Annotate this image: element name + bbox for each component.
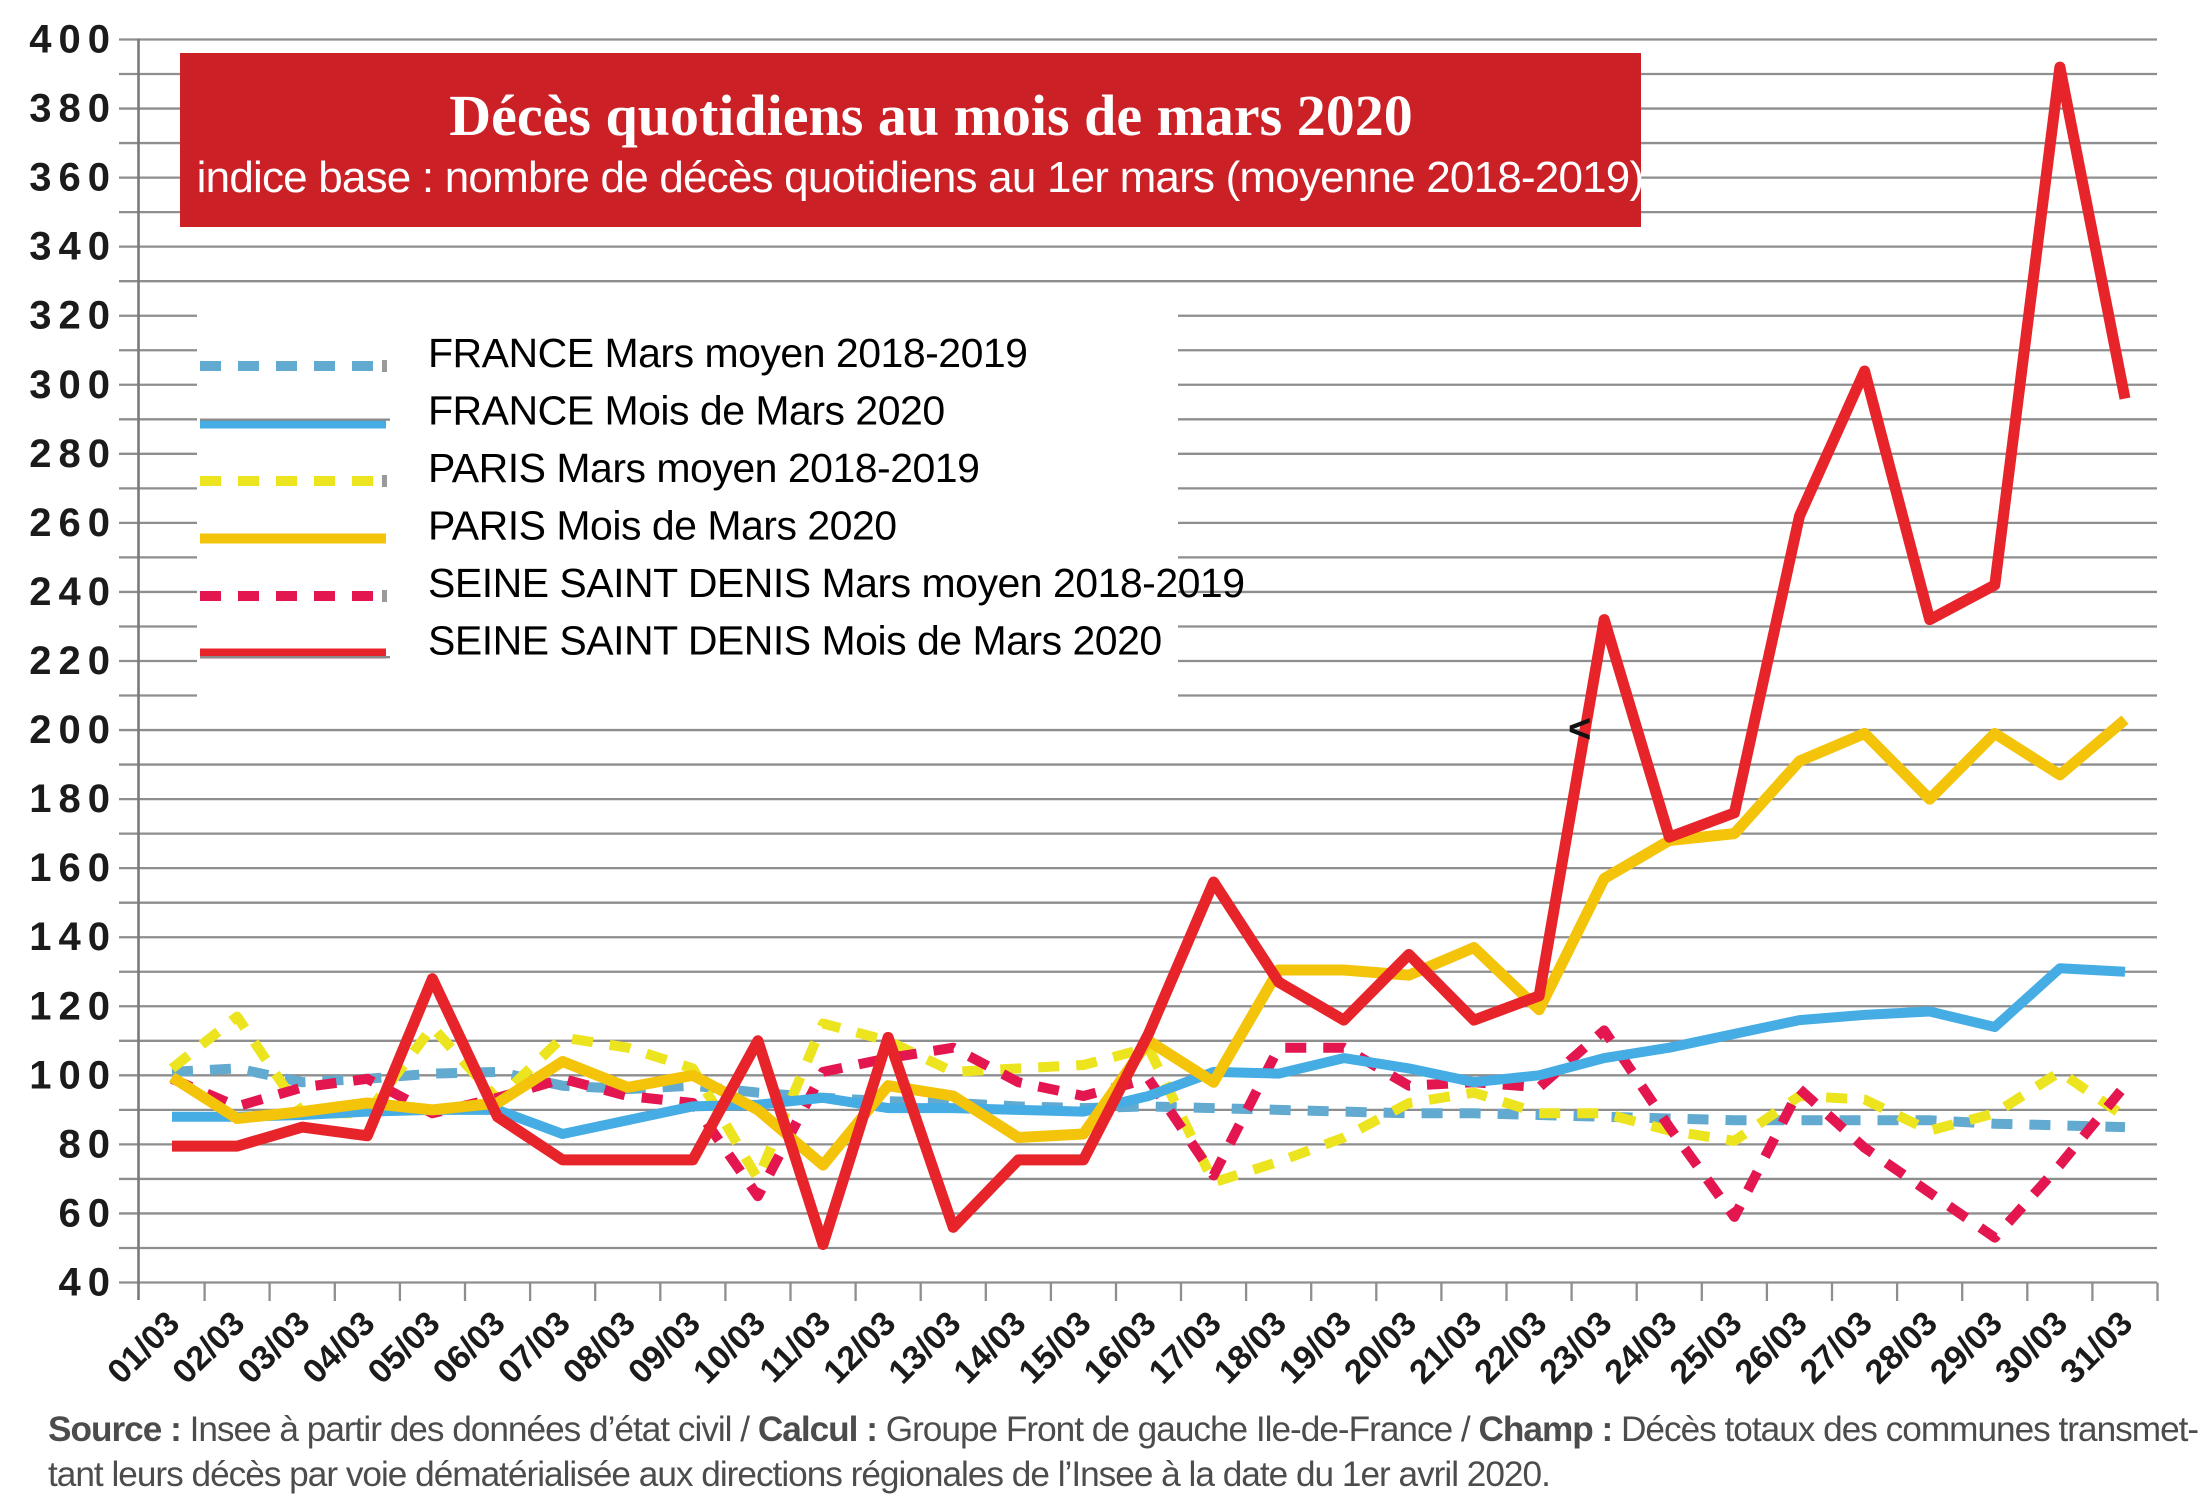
- svg-text:40: 40: [59, 1261, 118, 1305]
- svg-text:FRANCE Mois de Mars 2020: FRANCE Mois de Mars 2020: [428, 388, 945, 434]
- svg-text:PARIS Mars moyen 2018-2019: PARIS Mars moyen 2018-2019: [428, 445, 979, 491]
- svg-text:340: 340: [29, 225, 117, 269]
- svg-text:tant leurs décès par voie déma: tant leurs décès par voie dématérialisée…: [48, 1455, 1550, 1494]
- svg-text:320: 320: [29, 294, 117, 338]
- svg-text:PARIS Mois de Mars 2020: PARIS Mois de Mars 2020: [428, 503, 897, 549]
- svg-text:360: 360: [29, 156, 117, 200]
- svg-text:260: 260: [29, 501, 117, 545]
- svg-text:400: 400: [29, 18, 117, 62]
- svg-text:80: 80: [59, 1122, 118, 1166]
- svg-text:240: 240: [29, 570, 117, 614]
- svg-text:280: 280: [29, 432, 117, 476]
- svg-text:<: <: [1568, 707, 1591, 751]
- svg-text:180: 180: [29, 777, 117, 821]
- svg-text:200: 200: [29, 708, 117, 752]
- svg-text:Décès quotidiens au mois de ma: Décès quotidiens au mois de mars 2020: [449, 83, 1412, 148]
- svg-text:SEINE SAINT DENIS Mois de Mars: SEINE SAINT DENIS Mois de Mars 2020: [428, 618, 1162, 664]
- svg-text:140: 140: [29, 915, 117, 959]
- svg-text:SEINE SAINT DENIS Mars moyen 2: SEINE SAINT DENIS Mars moyen 2018-2019: [428, 560, 1245, 606]
- svg-text:220: 220: [29, 639, 117, 683]
- svg-text:160: 160: [29, 846, 117, 890]
- svg-text:FRANCE Mars moyen 2018-2019: FRANCE Mars moyen 2018-2019: [428, 330, 1027, 376]
- svg-text:60: 60: [59, 1191, 118, 1235]
- svg-text:Source : Insee à partir des do: Source : Insee à partir des données d’ét…: [48, 1410, 2198, 1449]
- svg-text:120: 120: [29, 984, 117, 1028]
- svg-text:380: 380: [29, 87, 117, 131]
- svg-text:indice base : nombre de décès: indice base : nombre de décès quotidiens…: [197, 153, 1644, 202]
- svg-text:100: 100: [29, 1053, 117, 1097]
- svg-text:300: 300: [29, 363, 117, 407]
